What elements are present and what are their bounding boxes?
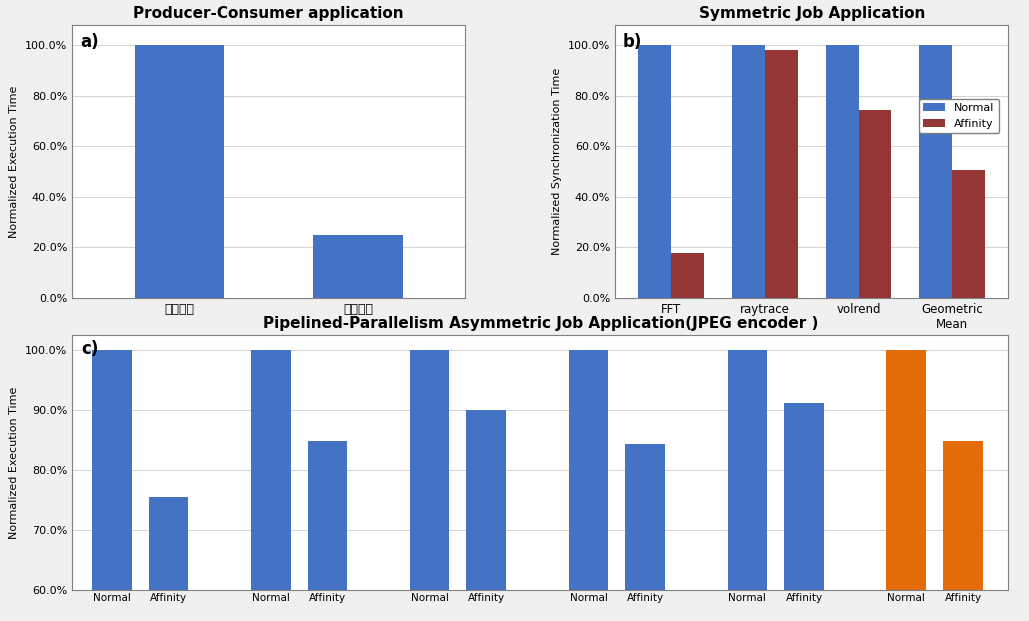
- Text: a): a): [80, 33, 99, 51]
- Bar: [952, 170, 985, 298]
- Bar: [858, 109, 891, 298]
- Title: Symmetric Job Application: Symmetric Job Application: [699, 6, 925, 21]
- Bar: [251, 350, 290, 621]
- Bar: [920, 45, 952, 298]
- Bar: [308, 442, 347, 621]
- Bar: [784, 403, 824, 621]
- Text: c): c): [81, 340, 99, 358]
- Bar: [410, 350, 450, 621]
- Bar: [825, 45, 858, 298]
- Bar: [314, 235, 403, 298]
- Text: b): b): [623, 33, 642, 51]
- Y-axis label: Normalized Execution Time: Normalized Execution Time: [9, 85, 20, 238]
- Title: Producer-Consumer application: Producer-Consumer application: [134, 6, 404, 21]
- Bar: [626, 445, 665, 621]
- Bar: [638, 45, 671, 298]
- Y-axis label: Normalized Synchronization Time: Normalized Synchronization Time: [553, 68, 562, 255]
- Bar: [148, 497, 188, 621]
- Title: Pipelined-Parallelism Asymmetric Job Application(JPEG encoder ): Pipelined-Parallelism Asymmetric Job App…: [262, 316, 818, 332]
- Bar: [466, 410, 506, 621]
- Bar: [765, 50, 797, 298]
- Bar: [886, 350, 926, 621]
- Legend: Normal, Affinity: Normal, Affinity: [919, 99, 999, 133]
- Y-axis label: Normalized Execution Time: Normalized Execution Time: [9, 386, 20, 539]
- Bar: [944, 442, 983, 621]
- Bar: [92, 350, 132, 621]
- Bar: [728, 350, 768, 621]
- Bar: [671, 253, 704, 298]
- Bar: [569, 350, 608, 621]
- Bar: [732, 45, 765, 298]
- Bar: [135, 45, 224, 298]
